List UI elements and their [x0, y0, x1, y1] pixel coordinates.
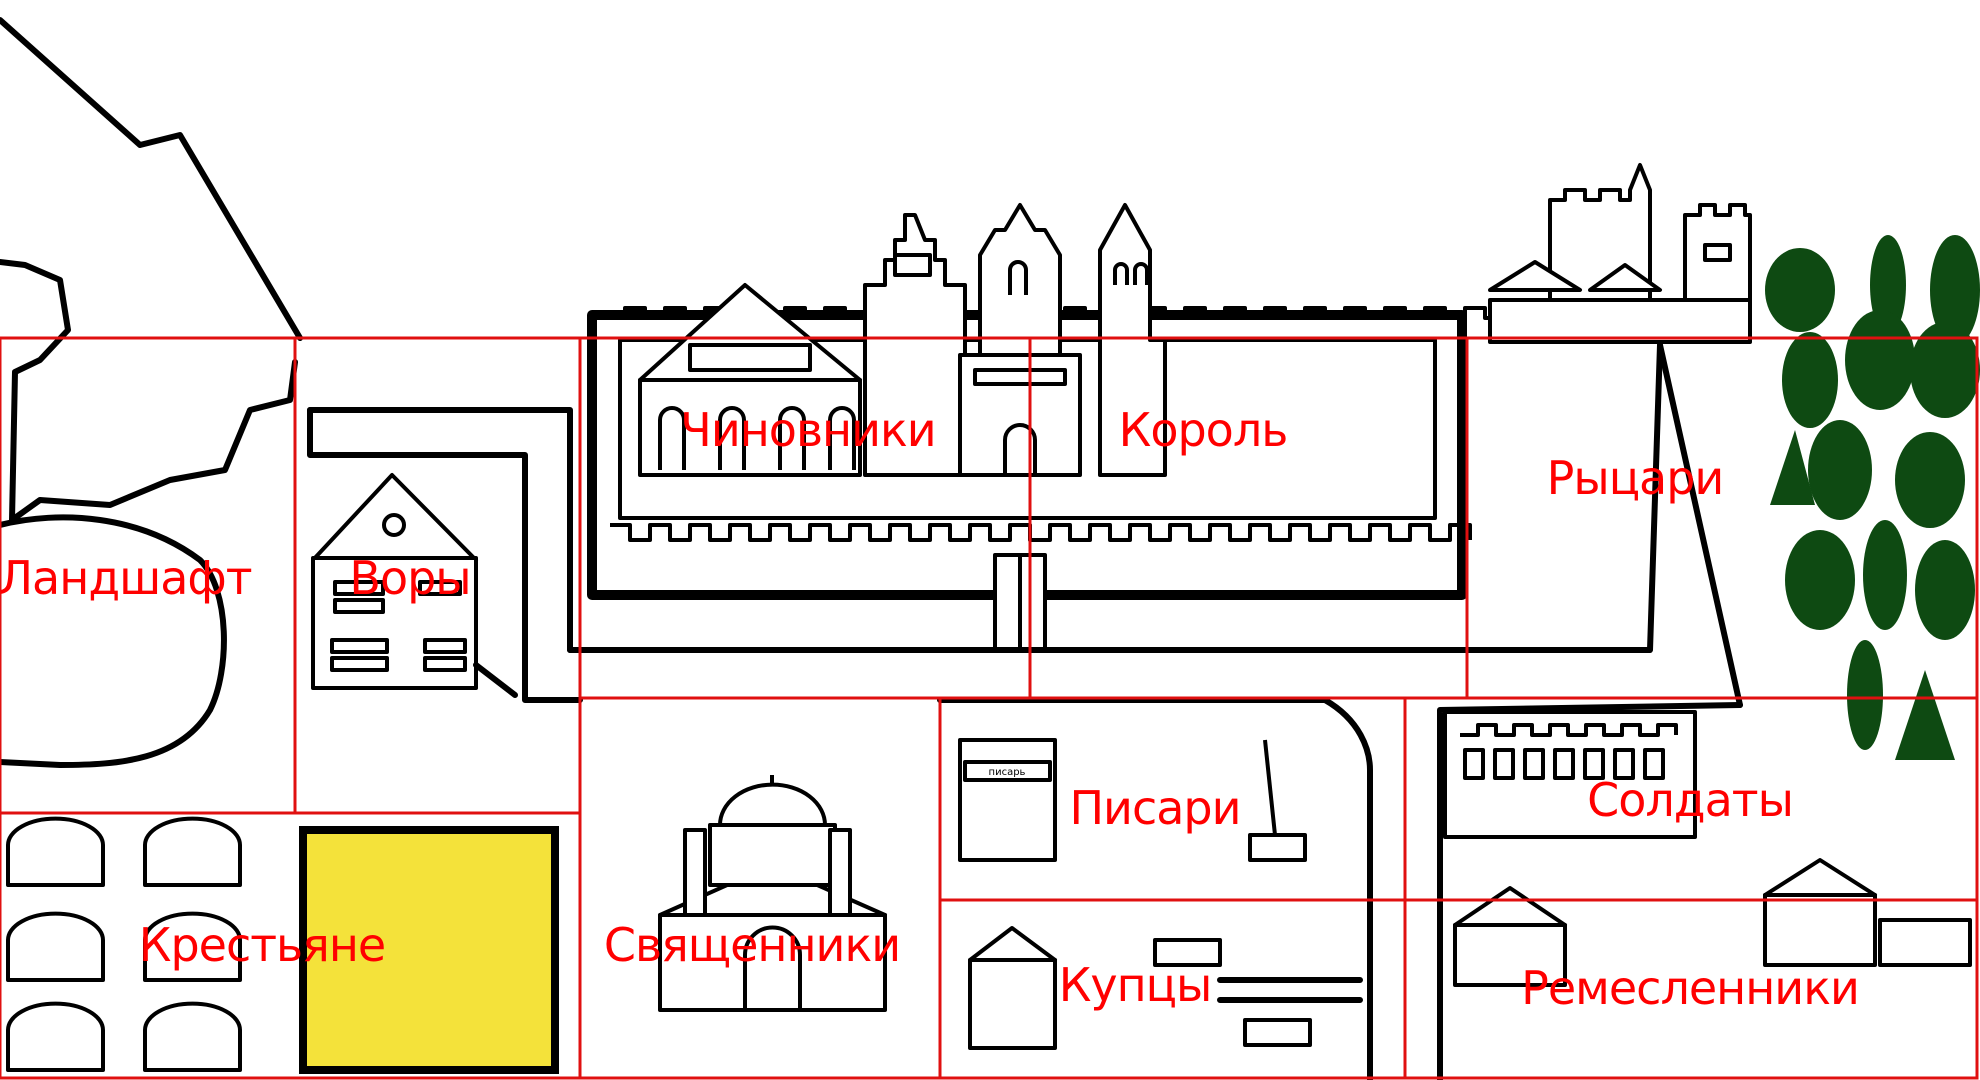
scribes-quarter: писарь [937, 697, 1373, 1080]
zone-thieves[interactable] [293, 336, 582, 815]
artisan-workshops [1453, 858, 1972, 987]
zone-officials[interactable] [578, 336, 1032, 700]
castle [567, 203, 1663, 653]
zone-scribes[interactable] [938, 696, 1407, 902]
landscape-drawing [0, 17, 303, 768]
zone-knights[interactable] [1465, 336, 1979, 700]
thieves-house [307, 407, 583, 703]
zone-boundaries [0, 336, 1979, 1080]
zone-merchants[interactable] [938, 898, 1407, 1080]
knights-fortress [1488, 163, 1752, 708]
zone-landscape[interactable] [0, 336, 297, 815]
zone-priests[interactable] [578, 696, 942, 1080]
forest [1765, 235, 1980, 760]
merchant-market [968, 926, 1363, 1050]
zone-king[interactable] [1028, 336, 1469, 700]
scribe-sign: писарь [989, 767, 1026, 778]
church [658, 775, 887, 1012]
zone-peasants[interactable] [0, 811, 582, 1080]
zone-soldiers[interactable] [1403, 696, 1979, 902]
zone-artisans[interactable] [1403, 898, 1979, 1080]
peasant-village [6, 816, 559, 1074]
barracks [1437, 702, 1743, 1080]
